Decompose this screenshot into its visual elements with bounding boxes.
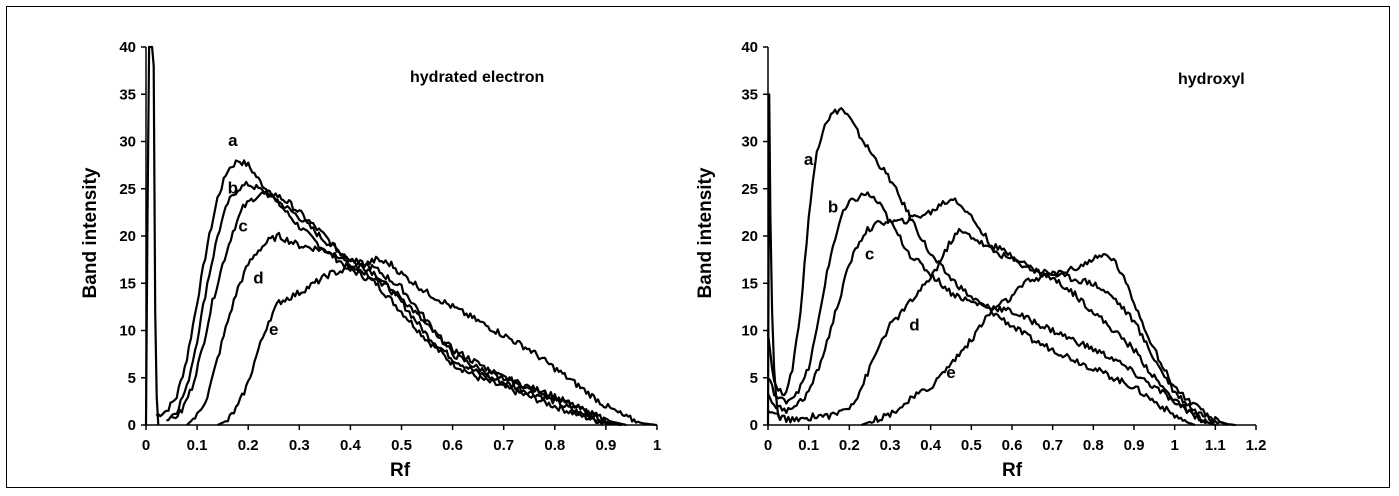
series-label-a: a — [804, 150, 814, 169]
series-line-e — [217, 255, 658, 427]
series-label-c: c — [238, 216, 247, 235]
x-tick-label: 0.4 — [340, 437, 362, 454]
y-tick-label: 40 — [741, 39, 758, 56]
y-tick-label: 0 — [750, 417, 758, 434]
panel-annotation: hydrated electron — [410, 69, 544, 86]
x-tick-label: 0.8 — [544, 437, 565, 454]
series-label-e: e — [946, 363, 955, 382]
y-tick-label: 10 — [741, 323, 758, 340]
y-axis-label: Band intensity — [695, 167, 716, 298]
x-tick-label: 0.7 — [1042, 437, 1063, 454]
series-label-c: c — [865, 245, 874, 264]
y-tick-label: 15 — [741, 275, 758, 292]
chart-panel-hydrated-electron: 0 0.1 0.2 0.3 0.4 0.5 0.6 0.7 0.8 0.9 105101520253… — [80, 39, 661, 481]
y-tick-label: 10 — [119, 323, 136, 340]
x-tick-label: 1.1 — [1205, 437, 1226, 454]
y-tick-label: 40 — [119, 39, 136, 56]
series-line-b — [767, 191, 1216, 427]
x-tick-label: 1 — [653, 437, 661, 454]
x-tick-label: 0.1 — [798, 437, 819, 454]
series-label-b: b — [228, 178, 238, 197]
x-tick-label: 0.2 — [839, 437, 860, 454]
y-tick-label: 25 — [119, 181, 136, 198]
origin-spike-line — [766, 93, 782, 426]
y-tick-label: 5 — [128, 370, 136, 387]
x-tick-label: 0.3 — [289, 437, 310, 454]
series-label-a: a — [228, 131, 238, 150]
x-axis-label: Rf — [1002, 460, 1023, 481]
x-tick-label: 0.5 — [391, 437, 412, 454]
y-tick-label: 5 — [750, 370, 758, 387]
x-tick-label: 0.6 — [442, 437, 463, 454]
y-tick-label: 30 — [119, 134, 136, 151]
x-tick-label: 0.8 — [1083, 437, 1104, 454]
x-tick-label: 0.3 — [880, 437, 901, 454]
series-label-d: d — [909, 316, 919, 335]
x-tick-label: 0.6 — [1002, 437, 1023, 454]
chart-panel-hydroxyl: 0 0.1 0.2 0.3 0.4 0.5 0.6 0.7 0.8 0.9 1 1.1 1.2 0 5 10 1… — [695, 39, 1266, 481]
x-tick-label: 0.9 — [1124, 437, 1145, 454]
y-tick-label: 15 — [119, 275, 136, 292]
x-tick-label: 0.5 — [961, 437, 982, 454]
x-tick-label: 0 — [764, 437, 772, 454]
series-line-d — [186, 231, 622, 427]
series-line-a — [155, 159, 622, 427]
x-tick-label: 1 — [1170, 437, 1178, 454]
series-line-c — [766, 197, 1216, 427]
x-tick-label: 0.7 — [493, 437, 514, 454]
x-axis-label: Rf — [390, 460, 411, 481]
series-label-e: e — [269, 320, 278, 339]
x-tick-label: 0.2 — [238, 437, 259, 454]
y-tick-label: 35 — [741, 86, 758, 103]
x-tick-label: 0.4 — [920, 437, 942, 454]
series-line-a — [766, 107, 1196, 427]
origin-spike-line — [144, 45, 160, 426]
y-tick-label: 25 — [741, 181, 758, 198]
y-axis-label: Band intensity — [80, 167, 101, 298]
y-tick-label: 35 — [119, 86, 136, 103]
panel-annotation: hydroxyl — [1178, 71, 1245, 88]
y-tick-label: 20 — [741, 228, 758, 245]
x-tick-label: 0 — [142, 437, 150, 454]
x-tick-label: 0.9 — [595, 437, 616, 454]
x-tick-label: 1.2 — [1246, 437, 1267, 454]
y-tick-label: 30 — [741, 134, 758, 151]
y-tick-label: 20 — [119, 228, 136, 245]
y-tick-label: 0 — [128, 417, 136, 434]
series-label-d: d — [253, 268, 263, 287]
series-line-e — [861, 253, 1236, 427]
series-line-d — [767, 227, 1228, 427]
x-tick-label: 0.1 — [187, 437, 208, 454]
series-label-b: b — [828, 197, 838, 216]
